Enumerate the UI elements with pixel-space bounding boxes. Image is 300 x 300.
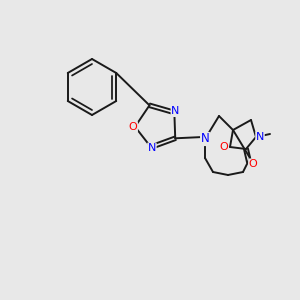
Text: O: O — [129, 122, 137, 132]
Text: N: N — [171, 106, 179, 116]
Text: N: N — [201, 133, 209, 146]
Text: O: O — [249, 159, 257, 169]
Text: O: O — [220, 142, 228, 152]
Text: N: N — [256, 132, 264, 142]
Text: N: N — [148, 143, 156, 153]
